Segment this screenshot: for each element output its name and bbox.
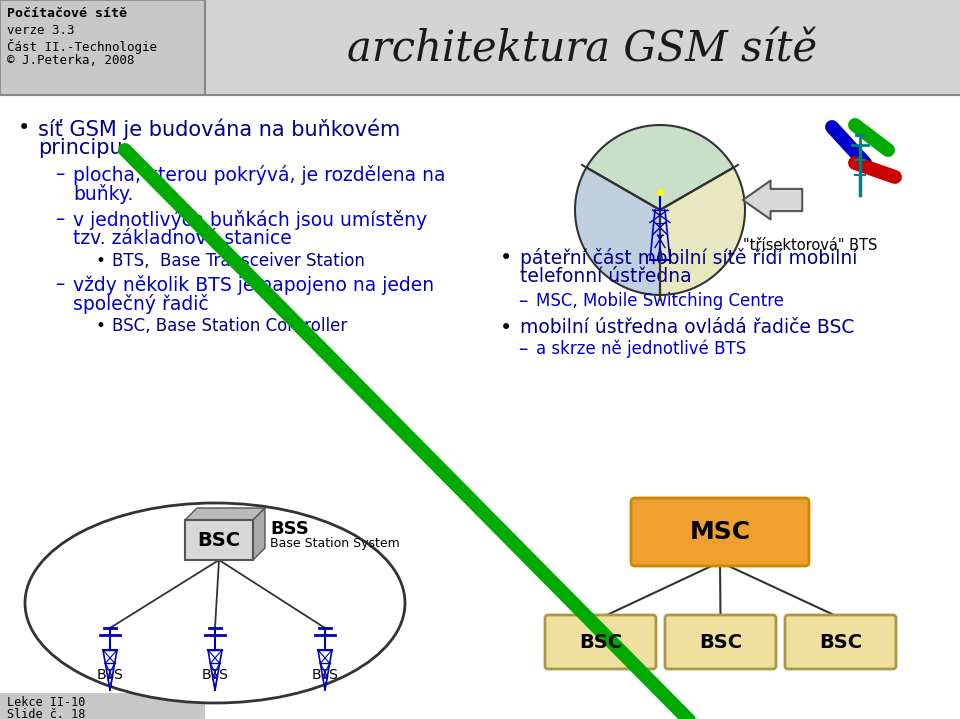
Text: •: • bbox=[18, 118, 31, 138]
Text: Base Station System: Base Station System bbox=[270, 537, 399, 550]
Polygon shape bbox=[575, 168, 660, 295]
FancyBboxPatch shape bbox=[205, 0, 960, 95]
Text: MSC, Mobile Switching Centre: MSC, Mobile Switching Centre bbox=[536, 292, 784, 310]
Text: –: – bbox=[55, 165, 64, 184]
Text: buňky.: buňky. bbox=[73, 184, 133, 204]
FancyBboxPatch shape bbox=[0, 95, 960, 719]
Text: •: • bbox=[500, 248, 513, 268]
Text: © J.Peterka, 2008: © J.Peterka, 2008 bbox=[7, 54, 134, 67]
Ellipse shape bbox=[25, 503, 405, 703]
Text: v jednotlivých buňkách jsou umístěny: v jednotlivých buňkách jsou umístěny bbox=[73, 210, 427, 230]
Text: architektura GSM sítě: architektura GSM sítě bbox=[347, 29, 817, 71]
Text: BSC: BSC bbox=[198, 531, 241, 549]
Text: BTS: BTS bbox=[97, 668, 124, 682]
FancyBboxPatch shape bbox=[0, 693, 205, 719]
Text: •: • bbox=[95, 252, 105, 270]
Polygon shape bbox=[587, 125, 733, 210]
Text: páteřní část mobilní sítě řídí mobilní: páteřní část mobilní sítě řídí mobilní bbox=[520, 248, 857, 268]
Text: BTS: BTS bbox=[202, 668, 228, 682]
Text: •: • bbox=[95, 317, 105, 335]
Text: MSC: MSC bbox=[689, 520, 751, 544]
Text: –: – bbox=[518, 292, 527, 311]
Text: verze 3.3: verze 3.3 bbox=[7, 24, 75, 37]
FancyBboxPatch shape bbox=[785, 615, 896, 669]
Text: síť GSM je budována na buňkovém: síť GSM je budována na buňkovém bbox=[38, 118, 400, 139]
Text: Část II.-Technologie: Část II.-Technologie bbox=[7, 39, 157, 54]
Text: "třísektorová" BTS: "třísektorová" BTS bbox=[743, 238, 877, 253]
Polygon shape bbox=[253, 508, 265, 560]
Text: Počítačové sítě: Počítačové sítě bbox=[7, 7, 127, 20]
Text: mobilní ústředna ovládá řadiče BSC: mobilní ústředna ovládá řadiče BSC bbox=[520, 318, 854, 337]
FancyBboxPatch shape bbox=[665, 615, 776, 669]
FancyBboxPatch shape bbox=[0, 0, 205, 95]
Text: BSS: BSS bbox=[270, 520, 309, 538]
Text: BSC: BSC bbox=[819, 633, 862, 651]
FancyArrowPatch shape bbox=[743, 180, 803, 219]
Text: tzv. základnové stanice: tzv. základnové stanice bbox=[73, 229, 292, 248]
Text: principu.: principu. bbox=[38, 138, 130, 158]
Text: Lekce II-10: Lekce II-10 bbox=[7, 696, 85, 709]
Text: –: – bbox=[55, 210, 64, 229]
Text: vždy několik BTS je napojeno na jeden: vždy několik BTS je napojeno na jeden bbox=[73, 275, 434, 295]
Text: telefonní ústředna: telefonní ústředna bbox=[520, 267, 691, 286]
Polygon shape bbox=[660, 168, 745, 295]
Text: –: – bbox=[55, 275, 64, 294]
Text: plocha, kterou pokrývá, je rozdělena na: plocha, kterou pokrývá, je rozdělena na bbox=[73, 165, 445, 185]
Text: Slide č. 18: Slide č. 18 bbox=[7, 708, 85, 719]
Text: BSC: BSC bbox=[699, 633, 742, 651]
Text: společný řadič: společný řadič bbox=[73, 294, 208, 314]
FancyBboxPatch shape bbox=[631, 498, 809, 566]
Text: BSC, Base Station Controller: BSC, Base Station Controller bbox=[112, 317, 348, 335]
Polygon shape bbox=[185, 508, 265, 520]
Text: •: • bbox=[500, 318, 513, 338]
Text: BSC: BSC bbox=[579, 633, 622, 651]
Text: –: – bbox=[518, 340, 527, 359]
FancyBboxPatch shape bbox=[545, 615, 656, 669]
FancyBboxPatch shape bbox=[185, 520, 253, 560]
Text: BTS: BTS bbox=[312, 668, 339, 682]
Text: a skrze ně jednotlivé BTS: a skrze ně jednotlivé BTS bbox=[536, 340, 746, 359]
Text: BTS,  Base Transceiver Station: BTS, Base Transceiver Station bbox=[112, 252, 365, 270]
